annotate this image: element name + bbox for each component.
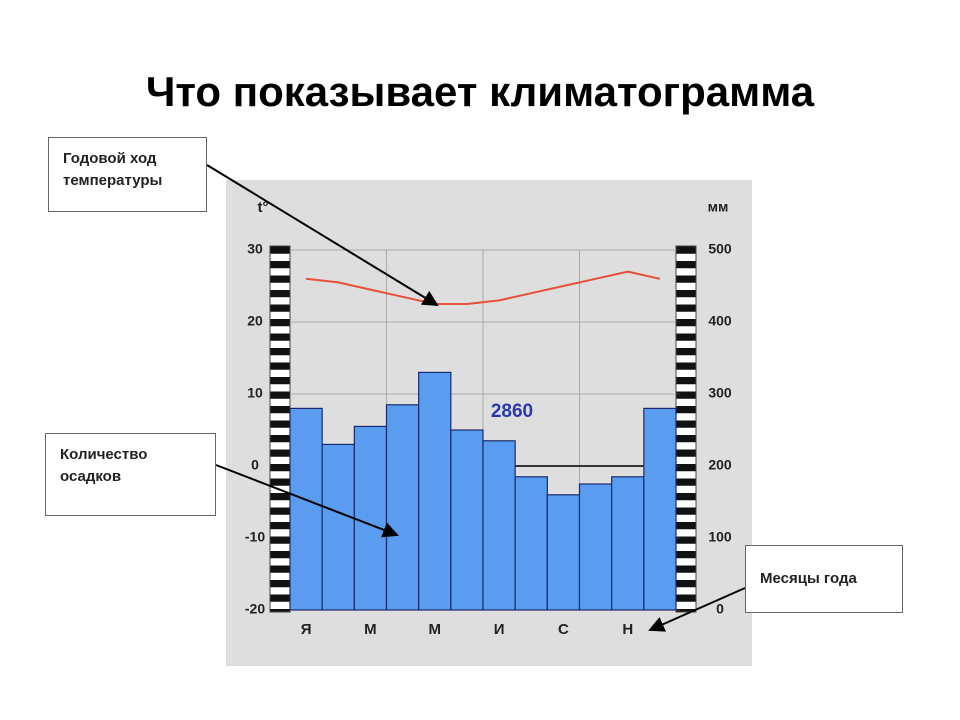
callout-arrow bbox=[206, 164, 439, 307]
callout-text: осадков bbox=[60, 468, 122, 485]
x-tick-label: И bbox=[494, 621, 505, 638]
scale-column bbox=[675, 245, 697, 613]
y2-tick-label: 0 bbox=[716, 601, 724, 617]
x-tick-label: Н bbox=[622, 621, 633, 638]
y-tick-label: 0 bbox=[251, 457, 259, 473]
bar bbox=[482, 440, 516, 611]
temperature-line bbox=[305, 270, 661, 305]
x-tick-label: М bbox=[364, 621, 377, 638]
y2-tick-label: 300 bbox=[708, 385, 732, 401]
y-tick-label: 10 bbox=[247, 385, 263, 401]
y-axis-label: t° bbox=[258, 199, 269, 216]
bar bbox=[385, 404, 420, 611]
callout: Годовой ход температуры bbox=[48, 137, 207, 212]
y2-tick-label: 200 bbox=[708, 457, 732, 473]
slide-title: Что показывает климатограмма bbox=[145, 68, 815, 115]
bar bbox=[643, 407, 677, 611]
callout-text: температуры bbox=[63, 172, 163, 189]
y2-tick-label: 500 bbox=[708, 241, 732, 257]
bar bbox=[321, 443, 355, 611]
callout-arrow bbox=[648, 587, 746, 632]
bar bbox=[578, 483, 613, 611]
bar bbox=[418, 371, 452, 611]
y-tick-label: -10 bbox=[245, 529, 265, 545]
bar bbox=[353, 425, 388, 611]
y2-tick-label: 400 bbox=[708, 313, 732, 329]
bar bbox=[546, 494, 581, 611]
bar bbox=[450, 429, 484, 611]
x-tick-label: М bbox=[429, 621, 442, 638]
callout: Количество осадков bbox=[45, 433, 216, 516]
annotation: 2860 bbox=[491, 401, 533, 422]
callout-text: Месяцы года bbox=[760, 570, 857, 587]
x-tick-label: С bbox=[558, 621, 569, 638]
bar bbox=[514, 476, 548, 611]
y-tick-label: 30 bbox=[247, 241, 263, 257]
y-tick-label: 20 bbox=[247, 313, 263, 329]
y-tick-label: -20 bbox=[245, 601, 265, 617]
scale-column bbox=[269, 245, 291, 613]
bar bbox=[289, 407, 323, 611]
callout-text: Годовой ход bbox=[63, 150, 157, 167]
y2-axis-label: мм bbox=[708, 199, 729, 215]
y2-tick-label: 100 bbox=[708, 529, 732, 545]
bar bbox=[611, 476, 645, 611]
callout-arrow bbox=[215, 464, 399, 538]
callout-text: Количество bbox=[60, 446, 148, 463]
x-tick-label: Я bbox=[301, 621, 312, 638]
callout: Месяцы года bbox=[745, 545, 903, 613]
